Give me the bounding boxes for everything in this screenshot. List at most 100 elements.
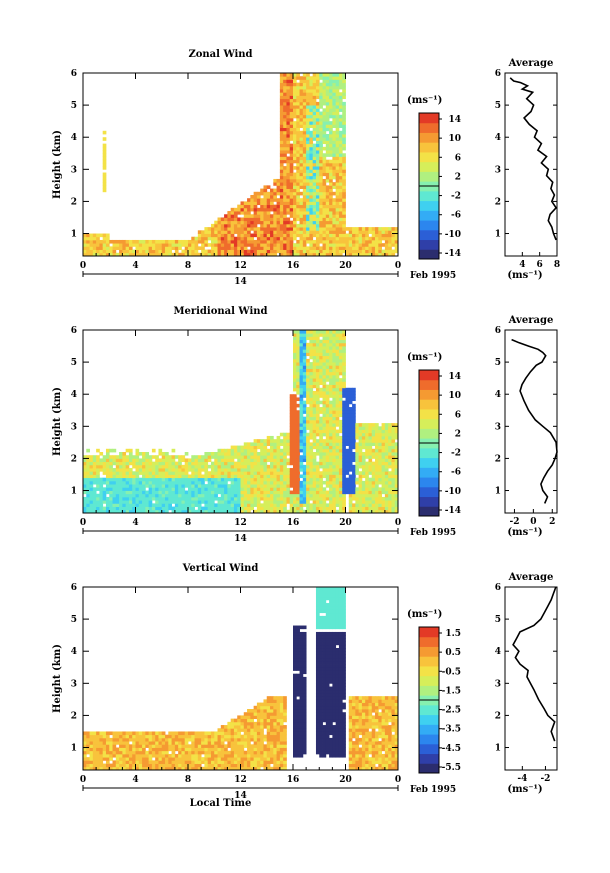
field-cell bbox=[352, 506, 356, 511]
field-cell bbox=[322, 214, 327, 218]
field-cell bbox=[306, 368, 310, 373]
field-cell bbox=[315, 464, 320, 469]
colorbar-swatch bbox=[419, 399, 439, 410]
field-cell bbox=[253, 477, 258, 482]
field-cell bbox=[319, 333, 323, 337]
field-cell bbox=[273, 458, 277, 463]
field-cell bbox=[178, 487, 182, 491]
field-cell bbox=[119, 490, 123, 495]
field-cell bbox=[299, 201, 304, 206]
field-cell bbox=[138, 477, 143, 482]
field-cell bbox=[338, 355, 343, 360]
field-cell bbox=[394, 490, 399, 495]
field-cell bbox=[237, 204, 241, 209]
field-cell bbox=[289, 195, 294, 199]
field-cell bbox=[115, 484, 120, 488]
field-cell bbox=[312, 339, 317, 344]
field-cell bbox=[302, 98, 307, 103]
field-cell bbox=[145, 252, 150, 257]
field-cell bbox=[309, 175, 314, 180]
field-cell bbox=[171, 493, 176, 498]
field-cell bbox=[276, 506, 281, 511]
field-cell bbox=[365, 439, 369, 443]
field-cell bbox=[338, 464, 343, 469]
field-cell bbox=[293, 461, 297, 466]
field-cell bbox=[204, 503, 209, 507]
field-cell bbox=[270, 188, 274, 193]
field-cell bbox=[309, 423, 314, 427]
field-cell bbox=[348, 439, 353, 443]
field-cell bbox=[378, 455, 382, 459]
field-cell bbox=[184, 471, 189, 475]
field-cell bbox=[306, 442, 310, 446]
y-tick-label: 1 bbox=[71, 230, 77, 240]
field-cell bbox=[375, 496, 379, 501]
field-cell bbox=[273, 503, 277, 507]
field-cell bbox=[335, 124, 340, 128]
field-cell bbox=[105, 452, 110, 456]
field-cell bbox=[194, 461, 199, 466]
field-cell bbox=[309, 381, 314, 385]
field-cell bbox=[312, 419, 317, 424]
field-cell bbox=[306, 127, 310, 132]
field-cell bbox=[96, 753, 100, 758]
field-cell bbox=[329, 391, 333, 395]
colorbar-swatch bbox=[419, 113, 439, 124]
field-cell bbox=[296, 458, 300, 463]
field-cell bbox=[332, 468, 337, 472]
field-cell bbox=[338, 435, 343, 440]
field-cell bbox=[266, 201, 271, 206]
field-cell bbox=[128, 468, 133, 472]
field-cell bbox=[233, 487, 238, 491]
field-cell bbox=[240, 252, 245, 257]
field-cell bbox=[286, 204, 291, 209]
field-cell bbox=[155, 766, 159, 771]
field-cell bbox=[151, 249, 156, 254]
field-cell bbox=[361, 474, 366, 479]
field-cell bbox=[296, 432, 300, 437]
field-cell bbox=[299, 217, 304, 222]
field-cell bbox=[122, 455, 127, 459]
field-cell bbox=[342, 211, 346, 215]
field-cell bbox=[358, 509, 363, 514]
field-cell bbox=[296, 423, 300, 427]
field-cell bbox=[371, 464, 376, 469]
field-cell bbox=[279, 246, 284, 250]
field-cell bbox=[322, 391, 327, 395]
field-cell bbox=[381, 480, 386, 485]
field-cell bbox=[306, 471, 310, 475]
field-cell bbox=[296, 182, 300, 186]
field-cell bbox=[293, 130, 297, 135]
field-cell bbox=[99, 734, 104, 739]
field-cell bbox=[266, 496, 271, 501]
field-cell bbox=[338, 474, 343, 479]
field-cell bbox=[273, 445, 277, 450]
field-cell bbox=[338, 230, 343, 234]
field-cell bbox=[322, 137, 327, 141]
field-cell bbox=[253, 239, 258, 244]
field-cell bbox=[286, 452, 291, 456]
field-cell bbox=[345, 227, 350, 231]
field-cell bbox=[273, 448, 277, 453]
field-cell bbox=[161, 490, 166, 495]
field-cell bbox=[309, 468, 314, 472]
field-cell bbox=[296, 143, 300, 148]
field-cell bbox=[322, 397, 327, 402]
field-cell bbox=[214, 223, 218, 228]
field-cell bbox=[99, 747, 104, 752]
field-cell bbox=[293, 201, 297, 206]
field-cell bbox=[306, 156, 310, 161]
profile-x-tick-label: 6 bbox=[537, 260, 543, 270]
field-cell bbox=[365, 474, 369, 479]
field-cell bbox=[250, 207, 255, 212]
field-cell bbox=[302, 352, 307, 357]
field-cell bbox=[332, 477, 337, 482]
field-cell bbox=[306, 249, 310, 254]
field-cell bbox=[128, 252, 133, 257]
field-cell bbox=[332, 204, 337, 209]
field-cell bbox=[270, 246, 274, 250]
field-cell bbox=[286, 484, 291, 488]
field-cell bbox=[115, 506, 120, 511]
field-cell bbox=[309, 89, 314, 93]
field-cell bbox=[250, 461, 255, 466]
